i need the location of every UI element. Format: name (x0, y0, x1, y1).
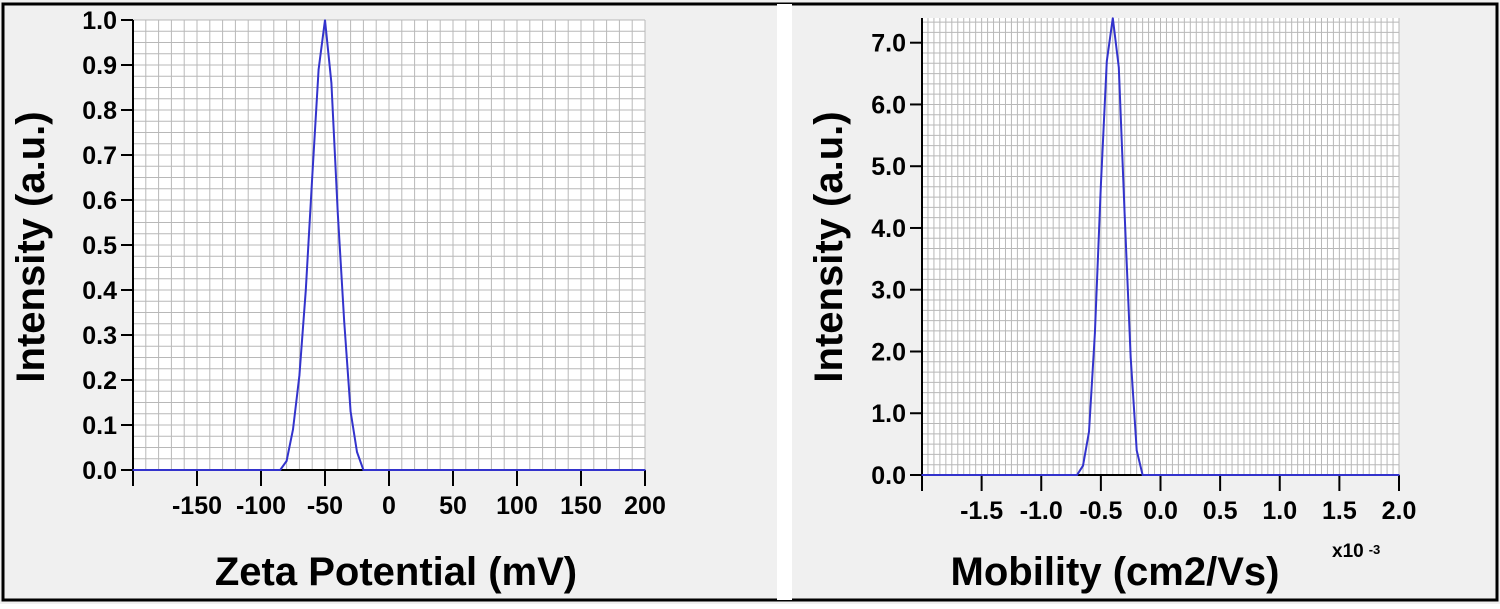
zeta-x-tick-label: 100 (496, 492, 538, 520)
mobility-data-point (1082, 464, 1084, 467)
zeta-x-tick-label: -100 (236, 492, 286, 520)
zeta-x-tick-label: 150 (560, 492, 602, 520)
panel-divider (777, 4, 792, 600)
zeta-y-tick-label: 0.3 (82, 322, 117, 350)
zeta-data-point (317, 68, 320, 71)
mobility-data-point (1094, 332, 1096, 334)
mobility-x-multiplier-exponent: -3 (1369, 542, 1381, 557)
zeta-y-tick-label: 0.9 (82, 52, 117, 80)
mobility-data-point (1398, 474, 1400, 476)
zeta-data-point (644, 469, 646, 471)
mobility-y-tick-label: 4.0 (871, 215, 906, 243)
mobility-x-multiplier: x10 -3 (1332, 541, 1380, 562)
mobility-y-tick-label: 5.0 (871, 153, 906, 181)
zeta-data-point (324, 19, 326, 21)
zeta-x-tick-label: 200 (624, 492, 666, 520)
mobility-x-tick-label: 1.0 (1262, 497, 1297, 525)
mobility-panel: -1.5 -1.0 -0.5 0.0 0.5 1.0 1.5 2.0 0.0 1.0 2.0 3.0 4… (807, 17, 1416, 594)
zeta-data-point (285, 460, 288, 462)
zeta-data-point (311, 176, 314, 179)
zeta-y-tick-label: 0.6 (82, 187, 117, 215)
mobility-y-axis-title: Intensity (a.u.) (807, 111, 851, 382)
zeta-y-axis-title: Intensity (a.u.) (9, 111, 53, 382)
zeta-data-line (133, 19, 645, 471)
mobility-x-tick-label: -0.5 (1079, 497, 1122, 525)
zeta-data-point (362, 469, 365, 471)
zeta-data-point (330, 82, 333, 84)
zeta-y-tick-label: 0.2 (82, 367, 117, 395)
mobility-data-point (1076, 474, 1078, 476)
mobility-data-point (1135, 449, 1138, 452)
zeta-potential-panel: -150 -100 -50 0 50 100 150 200 0.0 0.1 0.2 0.3 0.4 0.… (9, 7, 666, 594)
mobility-data-line (922, 17, 1399, 476)
mobility-data-point (1088, 430, 1090, 433)
zeta-x-tick-label: -150 (172, 492, 222, 520)
mobility-data-point (1112, 17, 1114, 19)
zeta-data-point (279, 469, 282, 471)
zeta-data-point (292, 428, 294, 431)
zeta-data-point (298, 374, 301, 377)
mobility-x-tick-label: -1.5 (960, 497, 1003, 525)
mobility-y-tick-label: 3.0 (871, 277, 906, 305)
zeta-data-point (337, 212, 339, 215)
mobility-x-tick-label: -1.0 (1020, 497, 1063, 525)
mobility-data-point (1141, 474, 1144, 476)
zeta-data-point (305, 289, 307, 291)
zeta-data-point (132, 469, 134, 471)
mobility-x-tick-label: 0.0 (1143, 497, 1178, 525)
mobility-x-axis-title: Mobility (cm2/Vs) (951, 550, 1280, 594)
zeta-plot-area: -150 -100 -50 0 50 100 150 200 0.0 0.1 0.2 0.3 0.4 0.… (82, 7, 666, 520)
mobility-y-tick-label: 6.0 (871, 91, 906, 119)
zeta-x-axis-title: Zeta Potential (mV) (215, 550, 577, 594)
mobility-plot-area: -1.5 -1.0 -0.5 0.0 0.5 1.0 1.5 2.0 0.0 1.0 2.0 3.0 4… (871, 17, 1416, 525)
zeta-data-point (343, 320, 346, 323)
mobility-y-tick-label: 2.0 (871, 338, 906, 366)
zeta-y-tick-label: 0.0 (82, 457, 117, 485)
mobility-data-point (1129, 356, 1132, 359)
mobility-y-tick-label: 1.0 (871, 400, 906, 428)
zeta-y-tick-label: 1.0 (82, 7, 117, 35)
zeta-x-tick-label: -50 (307, 492, 343, 520)
mobility-x-tick-label: 1.5 (1322, 497, 1357, 525)
mobility-data-point (1100, 183, 1102, 186)
zeta-y-tick-label: 0.7 (82, 142, 117, 170)
zeta-y-tick-label: 0.4 (82, 277, 117, 305)
mobility-data-point (1123, 214, 1126, 217)
zeta-x-tick-label: 0 (382, 492, 396, 520)
mobility-y-tick-label: 0.0 (871, 462, 906, 490)
zeta-data-point (356, 451, 358, 453)
zeta-y-tick-label: 0.1 (82, 412, 117, 440)
mobility-data-point (1117, 66, 1120, 69)
zeta-y-tick-label: 0.8 (82, 97, 117, 125)
mobility-x-tick-label: 0.5 (1203, 497, 1238, 525)
mobility-y-tick-label: 7.0 (871, 30, 906, 58)
mobility-data-point (1106, 60, 1108, 63)
zeta-x-tick-label: 50 (439, 492, 467, 520)
mobility-x-multiplier-base: x10 (1332, 541, 1364, 562)
mobility-data-point (921, 474, 923, 476)
zeta-y-tick-label: 0.5 (82, 232, 117, 260)
mobility-x-tick-label: 2.0 (1382, 497, 1417, 525)
zeta-data-point (349, 410, 352, 413)
